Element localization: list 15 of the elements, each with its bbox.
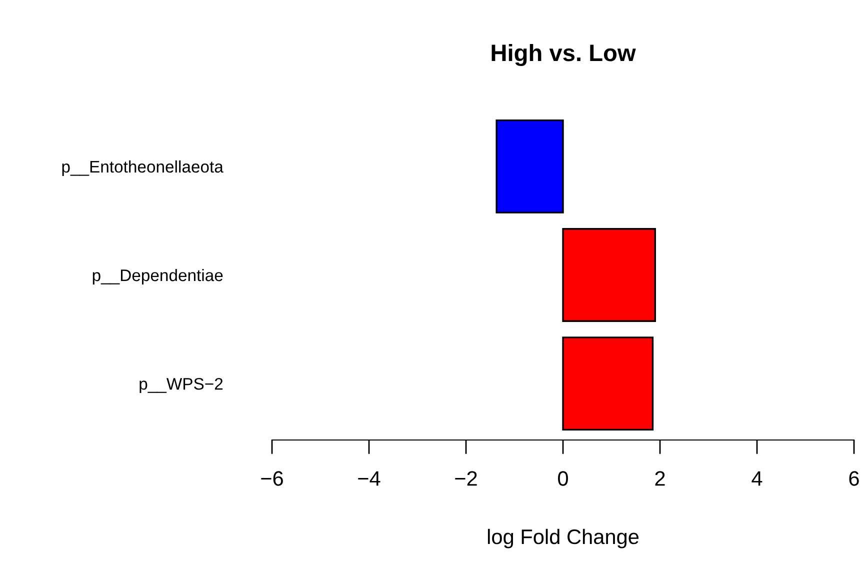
bar [562,336,654,431]
y-tick-label: p__WPS−2 [140,378,223,394]
y-tick-label: p__Entotheonellaeota [62,160,224,176]
x-tick-label: 6 [849,471,859,486]
x-tick-label: −6 [261,471,283,486]
x-tick-label: −2 [455,471,477,486]
chart-title: High vs. Low [492,44,636,66]
y-tick-label: p__Dependentiae [92,268,223,284]
bar [562,228,656,322]
bar [496,119,564,214]
x-tick-label: 2 [655,471,665,486]
x-tick-label: 4 [752,471,762,486]
x-tick-label: 0 [558,471,568,486]
x-axis-title: log Fold Change [488,528,639,548]
x-tick-label: −4 [358,471,380,486]
